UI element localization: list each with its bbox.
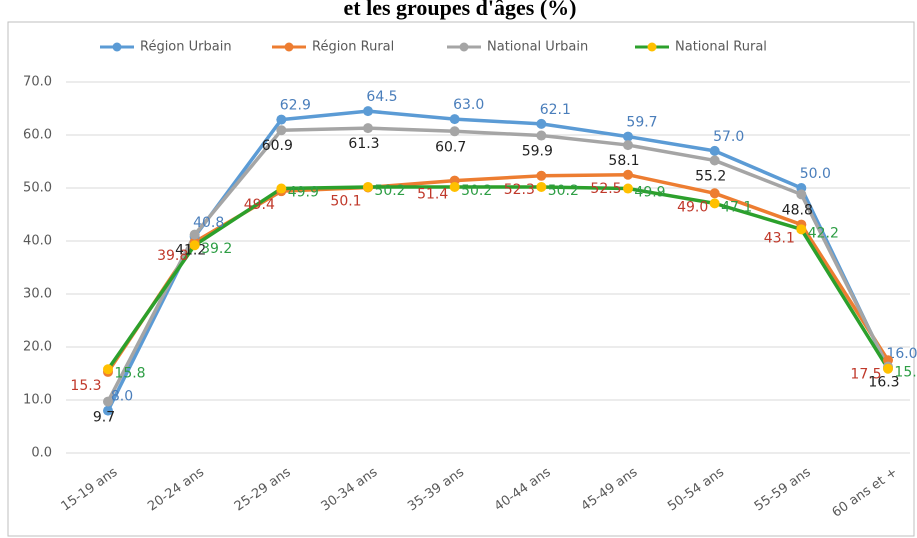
data-point [796, 189, 807, 200]
data-point [103, 405, 113, 416]
y-tick-label: 70.0 [23, 75, 52, 90]
data-point [536, 118, 547, 129]
data-point [103, 396, 113, 407]
data-label: 43.1 [764, 231, 795, 247]
data-label: 49.0 [677, 199, 708, 215]
legend-marker [647, 42, 657, 52]
y-tick-label: 10.0 [23, 393, 52, 408]
y-tick-label: 30.0 [23, 287, 52, 302]
chart-title: et les groupes d'âges (%) [343, 0, 576, 20]
data-label: 51.4 [417, 187, 448, 203]
data-label: 49.4 [244, 197, 275, 213]
data-label: 42.2 [808, 225, 839, 241]
y-tick-label: 50.0 [23, 181, 52, 196]
data-label: 8.0 [111, 389, 133, 405]
data-label: 61.3 [348, 136, 379, 152]
series-line [106, 185, 890, 371]
data-label: 15.9 [894, 365, 917, 381]
data-label: 17.5 [850, 366, 881, 382]
data-label: 52.5 [590, 181, 621, 197]
data-label: 62.9 [280, 98, 311, 114]
legend-label: National Rural [675, 40, 767, 55]
data-label: 15.8 [114, 365, 145, 381]
data-label: 50.2 [374, 183, 405, 199]
data-point [276, 183, 287, 194]
data-point [363, 123, 373, 134]
data-point [709, 198, 720, 209]
y-tick-label: 20.0 [23, 340, 52, 355]
data-point [276, 125, 287, 136]
data-point [449, 114, 460, 125]
legend-label: Région Rural [312, 40, 394, 55]
data-point [709, 155, 720, 166]
data-point [449, 126, 460, 137]
data-point [623, 169, 633, 180]
data-label: 59.7 [626, 115, 657, 131]
data-point [536, 130, 547, 141]
legend-marker [284, 42, 294, 52]
data-point [189, 240, 200, 251]
data-label: 49.9 [634, 185, 665, 201]
data-point [883, 363, 893, 374]
data-label: 50.2 [461, 183, 492, 199]
data-label: 49.9 [288, 185, 319, 201]
data-label: 39.2 [201, 241, 232, 257]
data-point [709, 188, 720, 199]
data-label: 59.9 [522, 144, 553, 160]
data-label: 58.1 [608, 153, 639, 169]
y-tick-label: 60.0 [23, 128, 52, 143]
data-label: 62.1 [540, 102, 571, 118]
data-point [189, 229, 200, 240]
data-point [623, 140, 633, 151]
data-label: 16.0 [886, 346, 917, 362]
data-label: 60.7 [435, 139, 466, 155]
data-label: 64.5 [366, 89, 397, 105]
data-label: 63.0 [453, 97, 484, 113]
legend-marker [112, 42, 122, 52]
data-point [536, 170, 547, 181]
data-point [623, 183, 633, 194]
data-label: 60.9 [262, 138, 293, 154]
data-label: 39.8 [157, 248, 188, 264]
data-label: 47.1 [721, 199, 752, 215]
data-label: 40.8 [193, 215, 224, 231]
series-line [106, 109, 890, 412]
data-point [103, 364, 113, 375]
data-label: 16.3 [868, 375, 899, 391]
y-tick-label: 40.0 [23, 234, 52, 249]
legend-label: National Urbain [487, 40, 588, 55]
data-label: 55.2 [695, 168, 726, 184]
series-line [106, 126, 890, 403]
data-point [536, 181, 547, 192]
y-tick-label: 0.0 [31, 446, 52, 461]
data-label: 9.7 [93, 410, 115, 426]
chart-frame [7, 21, 915, 537]
data-label: 50.2 [548, 183, 579, 199]
data-label: 52.3 [504, 182, 535, 198]
data-label: 57.0 [713, 129, 744, 145]
data-point [709, 145, 720, 156]
data-label: 50.1 [330, 193, 361, 209]
legend-marker [459, 42, 469, 52]
data-point [796, 224, 807, 235]
data-point [363, 106, 373, 117]
data-point [623, 131, 633, 142]
data-label: 15.3 [70, 378, 101, 394]
legend-label: Région Urbain [140, 40, 232, 55]
data-point [363, 181, 373, 192]
data-point [276, 114, 287, 125]
data-point [449, 181, 460, 192]
data-label: 48.8 [782, 202, 813, 218]
data-label: 50.0 [800, 166, 831, 182]
